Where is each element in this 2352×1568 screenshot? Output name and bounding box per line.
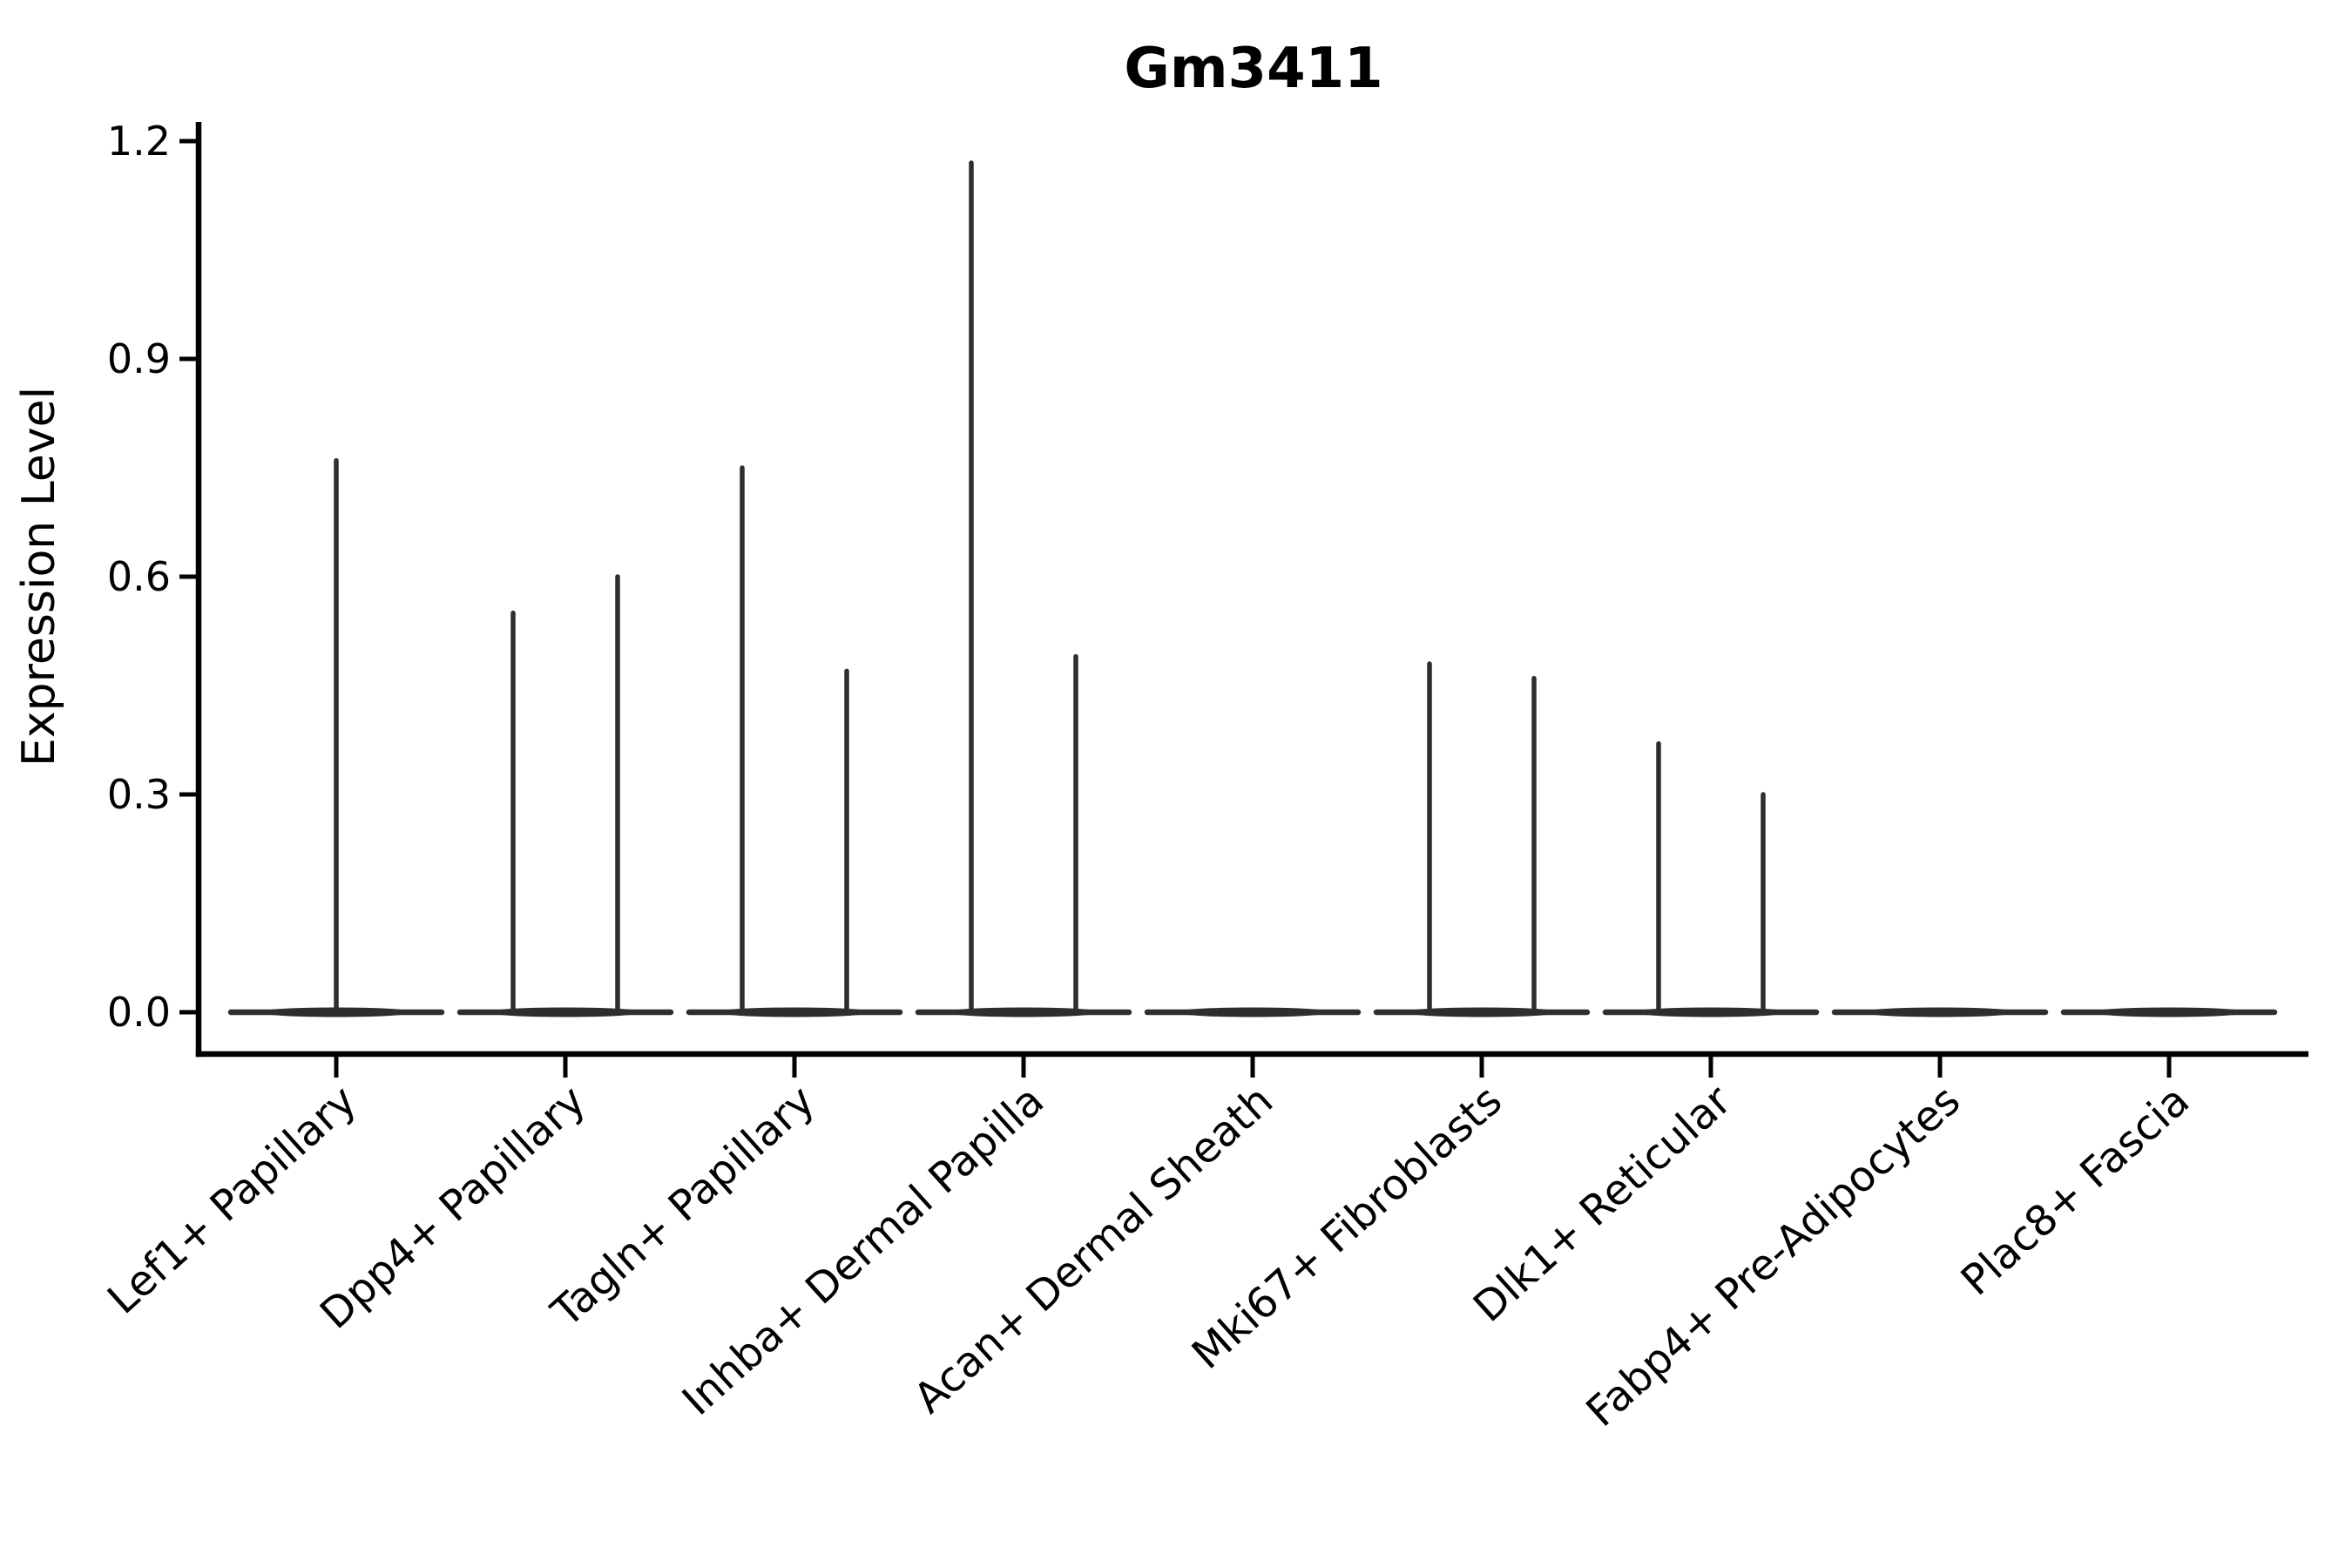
- y-tick-label: 0.9: [107, 335, 171, 382]
- violin-group: [1831, 1007, 2049, 1017]
- y-tick-label: 0.3: [107, 771, 171, 818]
- violin-body-bulge: [1402, 1007, 1561, 1017]
- y-tick-label: 0.6: [107, 553, 171, 600]
- y-axis-label: Expression Level: [13, 387, 65, 767]
- violin-body-bulge: [944, 1007, 1103, 1017]
- x-category-label: Inhba+ Dermal Papilla: [673, 1076, 1053, 1425]
- y-tick-label: 0.0: [107, 989, 171, 1036]
- chart-title: Gm3411: [1124, 37, 1382, 101]
- violin-body-bulge: [715, 1007, 874, 1017]
- violin-group: [1144, 1007, 1362, 1017]
- axes-layer: [179, 122, 2308, 1078]
- violins-layer: [227, 160, 2278, 1017]
- violin-group: [227, 457, 445, 1017]
- violin-body-bulge: [1861, 1007, 2019, 1017]
- violin-group: [1602, 740, 1820, 1017]
- x-category-label: Lef1+ Papillary: [98, 1076, 366, 1323]
- x-category-label: Acan+ Dermal Sheath: [905, 1076, 1283, 1423]
- violin-body-bulge: [2090, 1007, 2248, 1017]
- violin-group: [2060, 1007, 2278, 1017]
- y-tick-label: 1.2: [107, 118, 171, 165]
- x-category-label: Plac8+ Fascia: [1952, 1076, 2199, 1305]
- violin-group: [915, 160, 1132, 1017]
- violin-group: [1373, 661, 1591, 1017]
- violin-group: [456, 574, 674, 1017]
- violin-body-bulge: [1173, 1007, 1332, 1017]
- x-category-label: Fabp4+ Pre-Adipocytes: [1577, 1076, 1970, 1436]
- violin-group: [686, 465, 903, 1017]
- violin-body-bulge: [1632, 1007, 1790, 1017]
- violin-body-bulge: [486, 1007, 645, 1017]
